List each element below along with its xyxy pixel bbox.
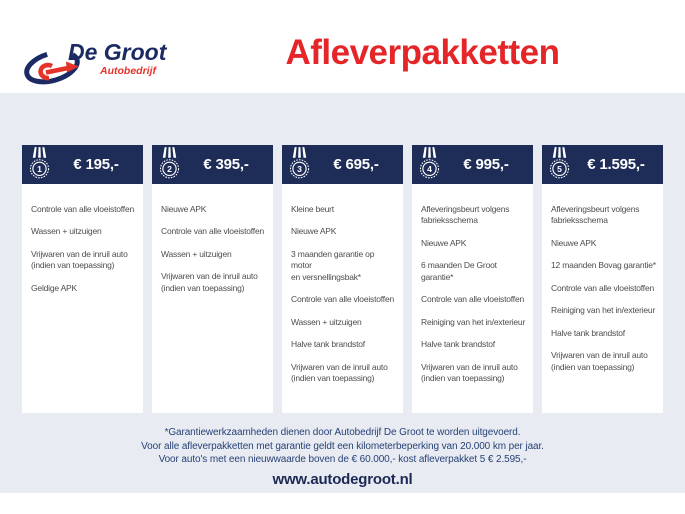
package-feature: Vrijwaren van de inruil auto (indien van… — [291, 361, 388, 384]
medal-number: 1 — [37, 164, 42, 174]
footnote-line: *Garantiewerkzaamheden dienen door Autob… — [164, 427, 521, 438]
package-feature: Halve tank brandstof — [421, 339, 495, 350]
package-feature: Nieuwe APK — [421, 237, 467, 248]
package-feature: Nieuwe APK — [291, 226, 337, 237]
medal-icon: 3 — [289, 147, 310, 179]
package-header: 2 € 395,- — [152, 145, 273, 184]
package-header: 1 € 195,- — [22, 145, 143, 184]
footnote-line: Voor alle afleverpakketten met garantie … — [141, 440, 544, 452]
brand-name: De Groot — [68, 39, 168, 65]
package-feature: 6 maanden De Groot garantie* — [421, 260, 497, 282]
package-card: 2 € 395,- Nieuwe APK Controle van alle vl… — [152, 145, 273, 413]
package-feature: Halve tank brandstof — [291, 339, 365, 350]
footnote-line: Voor auto's met een nieuwwaarde boven de… — [158, 454, 527, 465]
package-card: 5 € 1.595,- Afleveringsbeurt volgens fab… — [542, 145, 663, 413]
package-feature: Vrijwaren van de inruil auto (indien van… — [31, 248, 128, 271]
package-feature: Vrijwaren van de inruil auto (indien van… — [161, 271, 258, 293]
package-header: 3 € 695,- — [282, 145, 403, 184]
package-feature-list: Kleine beurt Nieuwe APK 3 maanden garantie… — [282, 184, 403, 406]
package-feature: Controle van alle vloeistoffen — [421, 294, 524, 305]
footnotes: *Garantiewerkzaamheden dienen door Autob… — [0, 426, 685, 467]
package-card: 1 € 195,- Controle van alle vloeistoffen… — [22, 145, 143, 413]
package-feature: Wassen + uitzuigen — [161, 248, 232, 259]
medal-number: 2 — [167, 164, 172, 174]
brand-tagline: Autobedrijf — [99, 65, 157, 77]
medal-number: 3 — [297, 164, 302, 174]
package-feature-list: Nieuwe APK Controle van alle vloeistoffen… — [152, 184, 273, 315]
medal-icon: 2 — [159, 147, 180, 179]
package-feature: Wassen + uitzuigen — [31, 226, 102, 237]
package-price: € 395,- — [203, 156, 249, 173]
package-feature: Kleine beurt — [291, 204, 334, 214]
package-card: 3 € 695,- Kleine beurt Nieuwe APK 3 maande… — [282, 145, 403, 413]
package-feature: Afleveringsbeurt volgens fabrieksschema — [551, 204, 640, 226]
package-feature: Controle van alle vloeistoffen — [291, 294, 394, 305]
package-feature: Nieuwe APK — [161, 204, 207, 214]
website-url: www.autodegroot.nl — [272, 471, 413, 488]
medal-icon: 5 — [549, 147, 570, 179]
package-feature: 3 maanden garantie op motor en versnelli… — [291, 248, 375, 282]
package-feature: Geldige APK — [31, 282, 77, 293]
package-header: 4 € 995,- — [412, 145, 533, 184]
package-feature: 12 maanden Bovag garantie* — [551, 260, 656, 271]
package-feature: Afleveringsbeurt volgens fabrieksschema — [421, 204, 510, 226]
package-feature: Controle van alle vloeistoffen — [551, 282, 654, 293]
package-feature: Reiniging van het in/exterieur — [421, 316, 526, 327]
package-feature: Vrijwaren van de inruil auto (indien van… — [421, 361, 518, 384]
package-price: € 195,- — [73, 156, 119, 173]
medal-number: 5 — [557, 164, 562, 174]
package-price: € 1.595,- — [587, 156, 645, 173]
package-card: 4 € 995,- Afleveringsbeurt volgens fabri… — [412, 145, 533, 413]
package-feature: Wassen + uitzuigen — [291, 316, 362, 327]
package-feature-list: Afleveringsbeurt volgens fabrieksschema N… — [412, 184, 533, 406]
page-title: Afleverpakketten — [285, 33, 560, 72]
medal-icon: 1 — [29, 147, 50, 179]
packages-row: 1 € 195,- Controle van alle vloeistoffen… — [22, 145, 663, 413]
package-price: € 695,- — [333, 156, 379, 173]
package-feature: Reiniging van het in/exterieur — [551, 305, 656, 316]
logo-swoosh-icon — [24, 49, 80, 85]
medal-icon: 4 — [419, 147, 440, 179]
package-feature-list: Controle van alle vloeistoffen Wassen + u… — [22, 184, 143, 315]
medal-number: 4 — [427, 164, 432, 174]
package-feature-list: Afleveringsbeurt volgens fabrieksschema N… — [542, 184, 663, 394]
package-feature: Vrijwaren van de inruil auto (indien van… — [551, 350, 648, 372]
package-feature: Controle van alle vloeistoffen — [161, 226, 264, 237]
package-feature: Controle van alle vloeistoffen — [31, 204, 134, 214]
package-price: € 995,- — [463, 156, 509, 173]
package-feature: Halve tank brandstof — [551, 327, 625, 338]
package-header: 5 € 1.595,- — [542, 145, 663, 184]
brand-logo: De Groot Autobedrijf — [24, 39, 168, 85]
package-feature: Nieuwe APK — [551, 237, 597, 248]
